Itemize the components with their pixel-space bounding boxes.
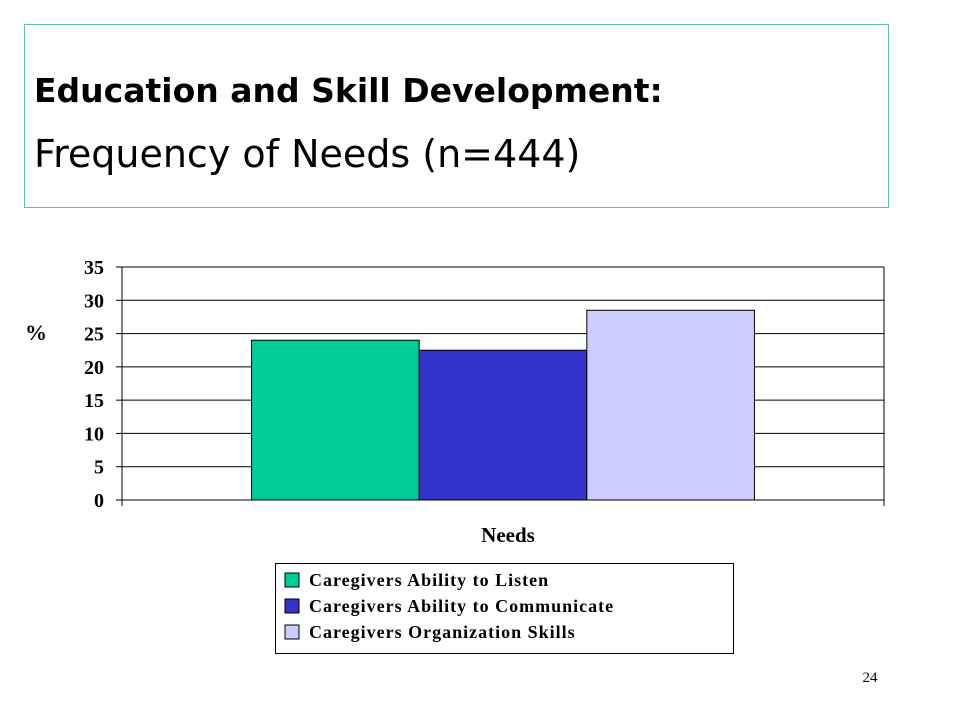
legend-label: Caregivers Organization Skills bbox=[309, 622, 576, 642]
title: Education and Skill Development: bbox=[34, 71, 663, 110]
bar bbox=[586, 309, 755, 501]
page-number: 24 bbox=[863, 670, 879, 686]
y-tick-label: 35 bbox=[84, 257, 104, 279]
title-box bbox=[24, 24, 889, 208]
subtitle: Frequency of Needs (n=444) bbox=[34, 132, 580, 176]
legend-swatch bbox=[284, 572, 300, 588]
y-tick-label: 0 bbox=[94, 490, 104, 512]
bar bbox=[418, 349, 588, 501]
y-axis-label: % bbox=[25, 320, 47, 345]
x-axis-label: Needs bbox=[481, 523, 535, 547]
y-tick-label: 30 bbox=[84, 290, 104, 312]
legend-swatch bbox=[284, 624, 300, 640]
y-tick-label: 15 bbox=[84, 390, 104, 412]
legend-label: Caregivers Ability to Listen bbox=[309, 570, 549, 590]
y-tick-label: 5 bbox=[94, 457, 104, 479]
y-tick-label: 10 bbox=[84, 423, 104, 445]
y-tick-label: 20 bbox=[84, 357, 104, 379]
legend-swatch bbox=[284, 598, 300, 614]
y-tick-label: 25 bbox=[84, 324, 104, 346]
bar bbox=[251, 339, 420, 501]
legend-label: Caregivers Ability to Communicate bbox=[309, 596, 614, 616]
legend-box bbox=[275, 563, 734, 654]
